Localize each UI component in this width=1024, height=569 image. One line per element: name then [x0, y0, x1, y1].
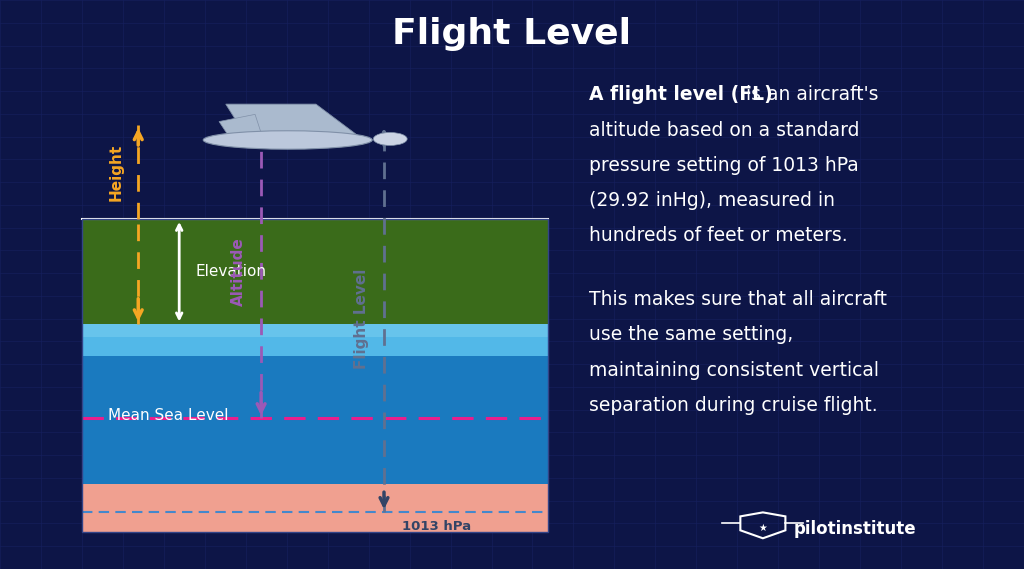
Bar: [82, 219, 548, 532]
Text: maintaining consistent vertical: maintaining consistent vertical: [589, 361, 879, 380]
Text: ★: ★: [759, 522, 767, 533]
Text: altitude based on a standard: altitude based on a standard: [589, 121, 859, 139]
Text: use the same setting,: use the same setting,: [589, 325, 793, 344]
Bar: [82, 324, 548, 484]
Text: A flight level (FL): A flight level (FL): [589, 85, 772, 104]
Text: 1013 hPa: 1013 hPa: [402, 520, 472, 533]
Text: Height: Height: [109, 143, 123, 201]
Text: pressure setting of 1013 hPa: pressure setting of 1013 hPa: [589, 156, 858, 175]
Text: Altitude: Altitude: [231, 237, 246, 306]
Ellipse shape: [374, 133, 408, 146]
Bar: [82, 219, 548, 324]
Text: Flight Level: Flight Level: [392, 17, 632, 51]
Text: pilotinstitute: pilotinstitute: [794, 520, 916, 538]
Bar: [82, 324, 548, 356]
Bar: [82, 484, 548, 532]
Text: Mean Sea Level: Mean Sea Level: [108, 408, 228, 423]
Text: separation during cruise flight.: separation during cruise flight.: [589, 396, 878, 415]
Text: hundreds of feet or meters.: hundreds of feet or meters.: [589, 226, 848, 245]
Text: Elevation: Elevation: [196, 264, 266, 279]
Text: This makes sure that all aircraft: This makes sure that all aircraft: [589, 290, 887, 309]
Text: (29.92 inHg), measured in: (29.92 inHg), measured in: [589, 191, 835, 210]
Bar: [82, 324, 548, 337]
Ellipse shape: [203, 131, 373, 149]
Text: is an aircraft's: is an aircraft's: [740, 85, 879, 104]
Polygon shape: [219, 114, 264, 142]
Text: Flight Level: Flight Level: [354, 269, 369, 369]
Polygon shape: [225, 104, 360, 142]
